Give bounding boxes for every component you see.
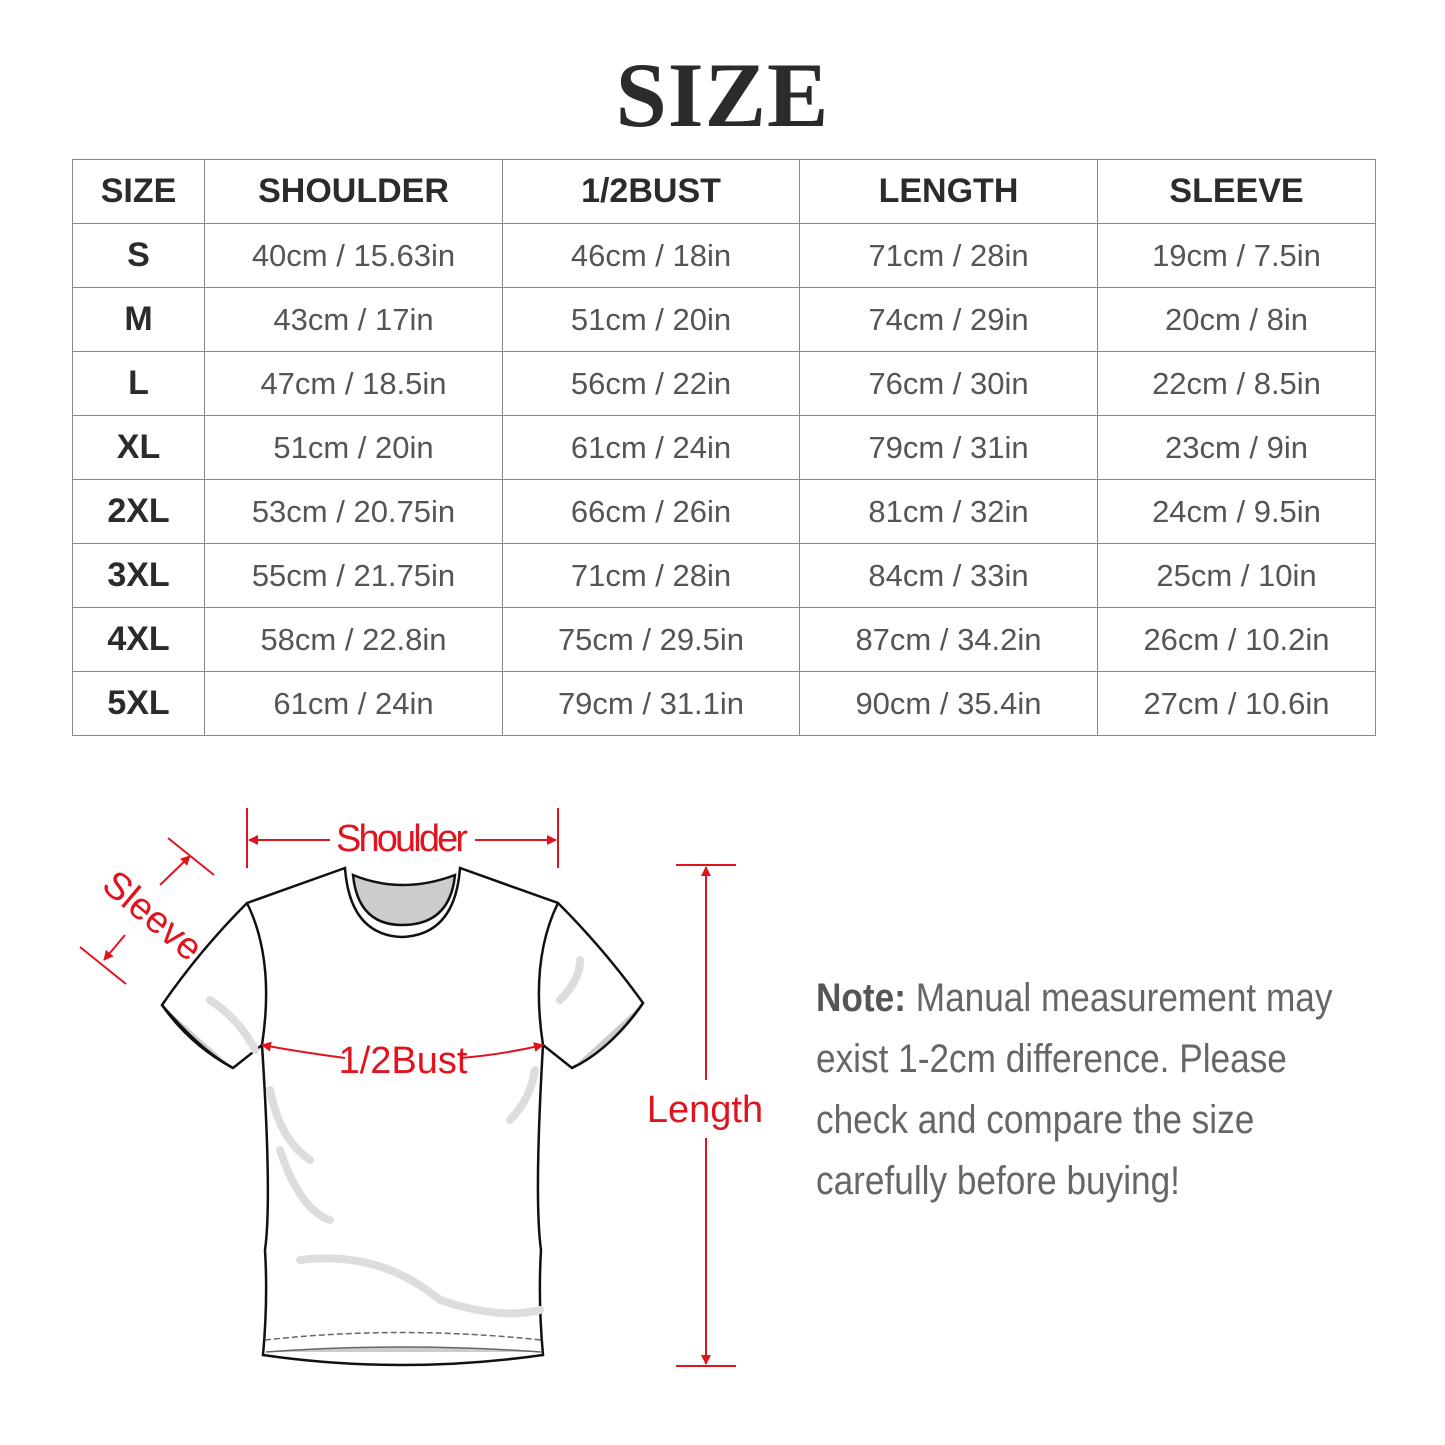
measurement-cell: 27cm / 10.6in	[1097, 671, 1376, 736]
bust-label: 1/2Bust	[339, 1040, 468, 1082]
table-row: 5XL 61cm / 24in 79cm / 31.1in 90cm / 35.4in…	[72, 671, 1376, 736]
note: Note: Manual measurement may exist 1-2cm…	[816, 968, 1379, 1212]
size-table: SIZE SHOULDER 1/2BUST LENGTH SLEEVE S 40cm / …	[72, 159, 1376, 736]
measurement-cell: 20cm / 8in	[1097, 287, 1376, 352]
length-measure	[676, 864, 736, 1367]
table-row: M 43cm / 17in 51cm / 20in 74cm / 29in 20cm /…	[72, 287, 1376, 352]
note-label: Note:	[816, 976, 906, 1020]
size-cell: 2XL	[72, 479, 205, 544]
column-header: LENGTH	[799, 159, 1098, 224]
measurement-cell: 61cm / 24in	[204, 671, 503, 736]
size-cell: 4XL	[72, 607, 205, 672]
table-row: S 40cm / 15.63in 46cm / 18in 71cm / 28in 19c…	[72, 223, 1376, 288]
size-cell: M	[72, 287, 205, 352]
measurement-cell: 71cm / 28in	[502, 543, 800, 608]
measurement-cell: 46cm / 18in	[502, 223, 800, 288]
measurement-cell: 79cm / 31.1in	[502, 671, 800, 736]
size-cell: 3XL	[72, 543, 205, 608]
table-row: 2XL 53cm / 20.75in 66cm / 26in 81cm / 32in 2…	[72, 479, 1376, 544]
shoulder-label: Shoulder	[336, 818, 468, 860]
measurement-cell: 19cm / 7.5in	[1097, 223, 1376, 288]
tshirt-icon	[160, 866, 645, 1367]
measurement-cell: 61cm / 24in	[502, 415, 800, 480]
page-title: SIZE	[615, 44, 830, 146]
measurement-cell: 23cm / 9in	[1097, 415, 1376, 480]
size-cell: S	[72, 223, 205, 288]
table-row: XL 51cm / 20in 61cm / 24in 79cm / 31in 23cm …	[72, 415, 1376, 480]
measurement-cell: 55cm / 21.75in	[204, 543, 503, 608]
length-label: Length	[647, 1089, 763, 1131]
measurement-cell: 66cm / 26in	[502, 479, 800, 544]
measurement-cell: 24cm / 9.5in	[1097, 479, 1376, 544]
measurement-cell: 84cm / 33in	[799, 543, 1098, 608]
table-row: 3XL 55cm / 21.75in 71cm / 28in 84cm / 33in 2…	[72, 543, 1376, 608]
measurement-cell: 58cm / 22.8in	[204, 607, 503, 672]
measurement-cell: 79cm / 31in	[799, 415, 1098, 480]
bust-measure	[261, 1041, 544, 1059]
sleeve-label: Sleeve	[94, 863, 210, 970]
column-header: SIZE	[72, 159, 205, 224]
measurement-cell: 74cm / 29in	[799, 287, 1098, 352]
shoulder-measure	[246, 808, 559, 868]
measurement-cell: 81cm / 32in	[799, 479, 1098, 544]
measurement-cell: 76cm / 30in	[799, 351, 1098, 416]
measurement-cell: 47cm / 18.5in	[204, 351, 503, 416]
measurement-cell: 51cm / 20in	[502, 287, 800, 352]
column-header: 1/2BUST	[502, 159, 800, 224]
measurement-cell: 25cm / 10in	[1097, 543, 1376, 608]
sleeve-measure	[79, 837, 215, 985]
size-cell: L	[72, 351, 205, 416]
measurement-cell: 43cm / 17in	[204, 287, 503, 352]
column-header: SLEEVE	[1097, 159, 1376, 224]
measurement-cell: 51cm / 20in	[204, 415, 503, 480]
measurement-cell: 90cm / 35.4in	[799, 671, 1098, 736]
measurement-cell: 26cm / 10.2in	[1097, 607, 1376, 672]
measurement-cell: 22cm / 8.5in	[1097, 351, 1376, 416]
measurement-cell: 53cm / 20.75in	[204, 479, 503, 544]
size-cell: 5XL	[72, 671, 205, 736]
note-text: Manual measurement may exist 1-2cm diffe…	[816, 976, 1333, 1203]
measurement-cell: 56cm / 22in	[502, 351, 800, 416]
table-row: L 47cm / 18.5in 56cm / 22in 76cm / 30in 22cm…	[72, 351, 1376, 416]
header-row: SIZE SHOULDER 1/2BUST LENGTH SLEEVE	[72, 159, 1376, 224]
fold-shading	[206, 956, 584, 1318]
measurement-cell: 40cm / 15.63in	[204, 223, 503, 288]
measurement-cell: 75cm / 29.5in	[502, 607, 800, 672]
